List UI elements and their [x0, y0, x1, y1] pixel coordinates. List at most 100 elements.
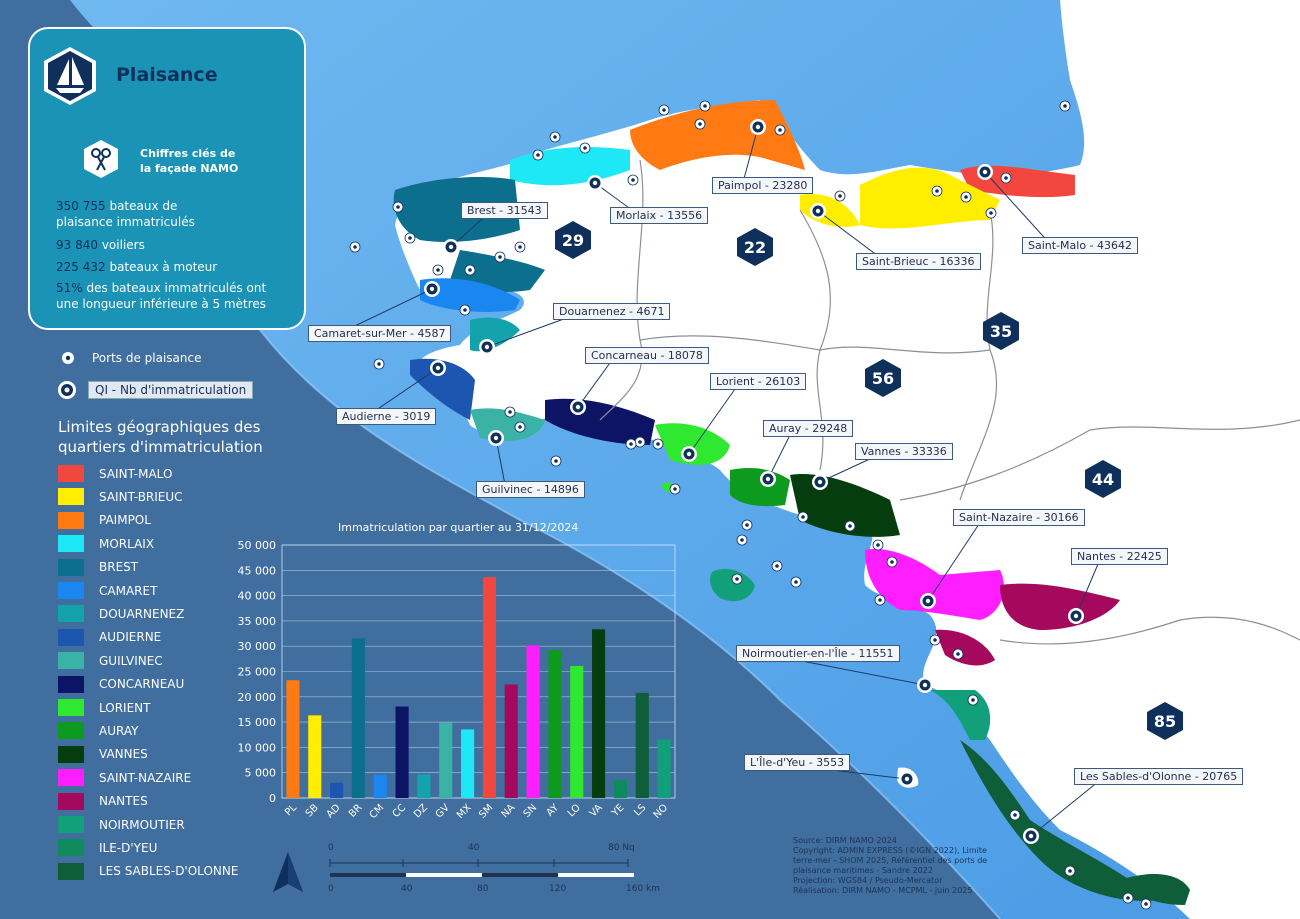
legend-label: GUILVINEC — [99, 653, 163, 668]
port-marker — [652, 438, 664, 450]
bar — [504, 684, 518, 798]
port-marker — [797, 511, 809, 523]
legend-item: LORIENT — [58, 699, 150, 716]
legend-item: SAINT-NAZAIRE — [58, 769, 191, 787]
port-marker — [579, 142, 591, 154]
hexagon-icon — [1085, 460, 1121, 498]
port-marker — [874, 594, 886, 606]
legend-label: NOIRMOUTIER — [99, 817, 185, 832]
legend-item: CAMARET — [58, 582, 157, 599]
bar — [548, 650, 562, 798]
bar — [395, 706, 409, 798]
legend-swatch — [58, 605, 84, 623]
port-marker — [731, 573, 743, 585]
bar — [330, 782, 344, 798]
scale-km-120: 120 — [549, 884, 567, 894]
department-badge: 22 — [735, 227, 775, 267]
qi-label: Noirmoutier-en-l'Île - 11551 — [736, 645, 900, 662]
qi-marker — [443, 239, 459, 255]
port-marker — [349, 241, 361, 253]
y-tick-label: 20 000 — [238, 691, 277, 704]
legend-label: AURAY — [99, 723, 139, 738]
port-marker — [504, 406, 516, 418]
department-number: 44 — [1091, 470, 1115, 489]
scale-km-40: 40 — [401, 884, 413, 894]
qi-marker — [424, 281, 440, 297]
scale-km-0: 0 — [328, 884, 334, 894]
legend-swatch — [58, 465, 84, 482]
hexagon-icon — [983, 312, 1019, 350]
legend-label: ILE-D'YEU — [99, 840, 158, 855]
qi-label: Concarneau - 18078 — [585, 347, 709, 364]
leader-line — [927, 517, 984, 602]
legend-swatch — [58, 582, 84, 599]
qi-label: Brest - 31543 — [461, 202, 548, 219]
qi-label: Les Sables-d'Olonne - 20765 — [1074, 768, 1244, 785]
stat-sailboats: 93 840 voiliers — [56, 238, 145, 252]
port-marker — [549, 131, 561, 143]
scale-bar — [329, 859, 634, 877]
port-marker — [960, 191, 972, 203]
port-marker — [1122, 892, 1134, 904]
bar — [351, 638, 365, 798]
qi-marker — [1068, 608, 1084, 624]
qi-marker — [488, 430, 504, 446]
y-tick-label: 10 000 — [238, 741, 277, 754]
legend-label: VANNES — [99, 747, 148, 762]
legend-swatch — [58, 722, 84, 740]
qi-marker — [430, 360, 446, 376]
qi-label: Camaret-sur-Mer - 4587 — [308, 325, 452, 342]
port-marker — [1059, 100, 1071, 112]
legend-item: NOIRMOUTIER — [58, 816, 185, 833]
qi-marker — [899, 771, 915, 787]
port-marker — [625, 438, 637, 450]
land-mainland — [395, 0, 1300, 919]
port-marker — [1009, 809, 1021, 821]
port-marker — [432, 264, 444, 276]
qi-label: Lorient - 26103 — [710, 373, 807, 390]
hexagon-icon — [865, 359, 901, 397]
port-marker — [872, 539, 884, 551]
legend-item: VANNES — [58, 745, 148, 763]
qi-marker — [681, 446, 697, 462]
qi-label: Nantes - 22425 — [1071, 548, 1168, 565]
port-marker — [532, 149, 544, 161]
scale-km-160: 160 km — [626, 884, 661, 894]
port-marker — [736, 534, 748, 546]
qi-marker — [479, 339, 495, 355]
key-figures-panel: Plaisance Chiffres clés de la façade NAM… — [28, 27, 306, 330]
legend-item: SAINT-MALO — [58, 465, 172, 482]
department-badge: 44 — [1083, 459, 1123, 499]
legend-item: AURAY — [58, 722, 139, 740]
y-tick-label: 45 000 — [238, 564, 277, 577]
qi-label: Saint-Malo - 43642 — [1022, 237, 1139, 254]
legend-item: MORLAIX — [58, 535, 154, 553]
port-marker — [886, 556, 898, 568]
legend-swatch — [58, 558, 84, 576]
legend-swatch — [58, 769, 84, 787]
bar — [308, 715, 322, 798]
port-marker — [985, 207, 997, 219]
legend-swatch — [58, 628, 84, 646]
legend-swatch — [58, 745, 84, 763]
bar — [526, 645, 540, 798]
qi-label: Auray - 29248 — [763, 420, 854, 437]
y-tick-label: 50 000 — [238, 539, 277, 552]
panel-subtitle: Chiffres clés de la façade NAMO — [140, 147, 239, 175]
legend-label: CAMARET — [99, 583, 158, 598]
port-marker — [464, 264, 476, 276]
stat-motorboats: 225 432 bateaux à moteur — [56, 260, 218, 274]
legend-item: NANTES — [58, 792, 148, 810]
legend-label: LORIENT — [99, 700, 151, 715]
leader-line — [688, 381, 741, 455]
bar — [286, 680, 300, 798]
legend-swatch — [58, 699, 84, 716]
port-marker — [929, 634, 941, 646]
port-marker — [514, 421, 526, 433]
bar — [635, 692, 649, 798]
qi-label: Saint-Brieuc - 16336 — [856, 253, 981, 270]
legend-label: SAINT-MALO — [99, 466, 173, 481]
y-tick-label: 0 — [269, 792, 276, 805]
port-marker — [967, 694, 979, 706]
qi-label: Guilvinec - 14896 — [476, 481, 585, 498]
